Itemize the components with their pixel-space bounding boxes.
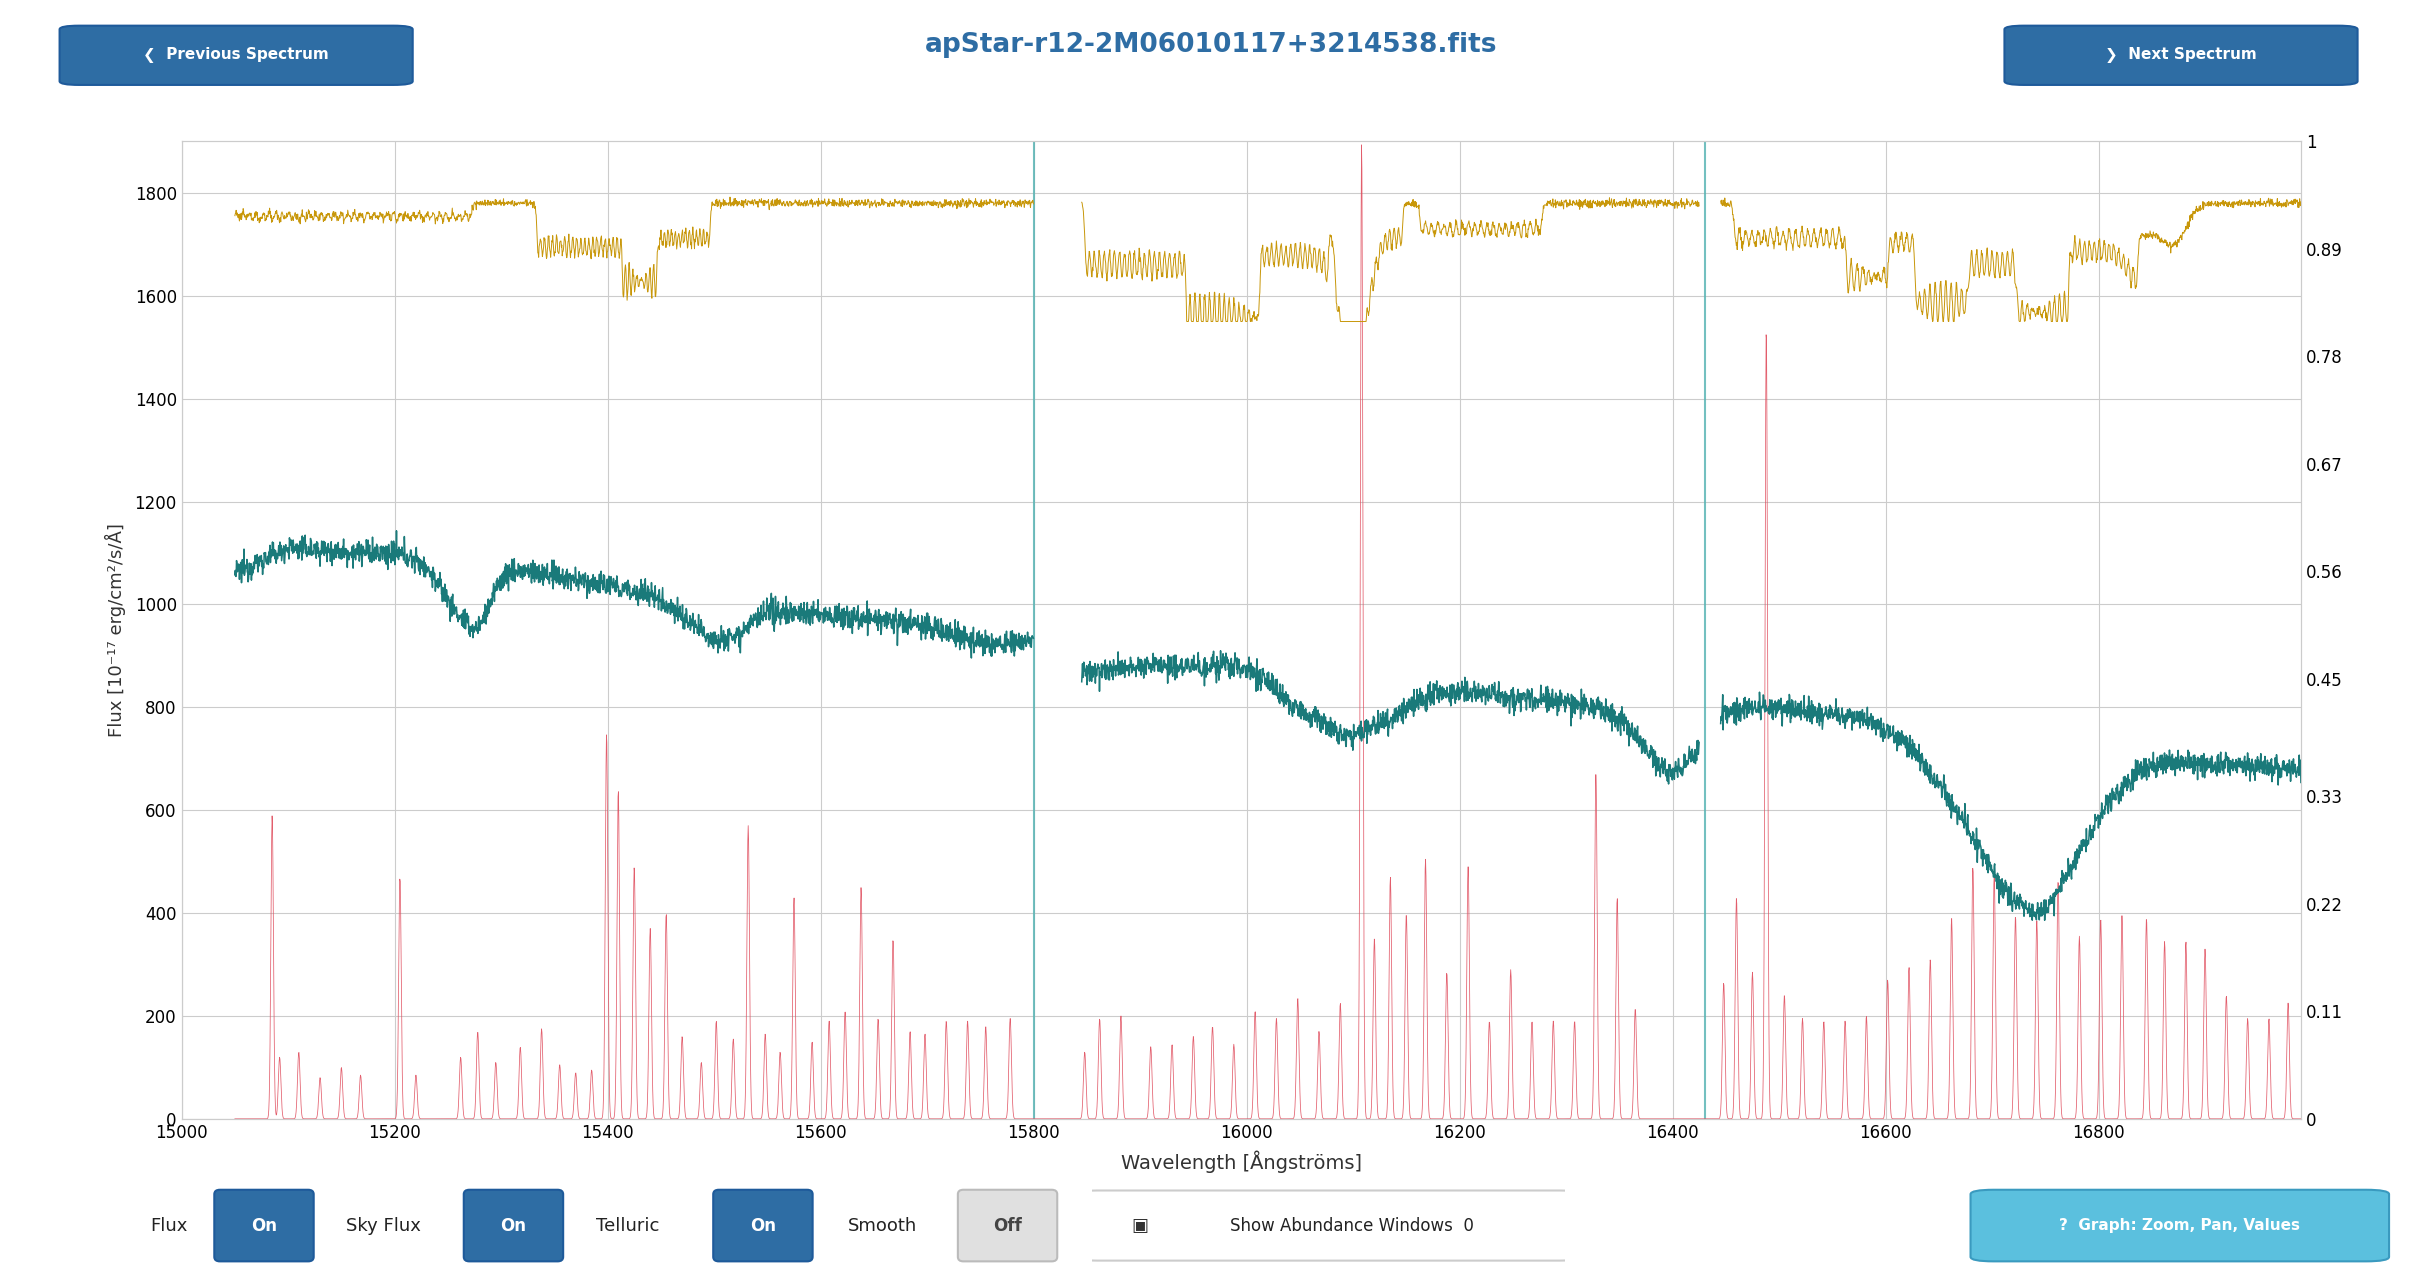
Text: Sky Flux: Sky Flux [346,1217,421,1235]
Text: Off: Off [993,1217,1022,1235]
FancyBboxPatch shape [213,1190,315,1262]
Text: apStar-r12-2M06010117+3214538.fits: apStar-r12-2M06010117+3214538.fits [925,32,1497,58]
Text: Flux: Flux [150,1217,186,1235]
Text: Show Abundance Windows  0: Show Abundance Windows 0 [1230,1217,1475,1235]
Text: ❮  Previous Spectrum: ❮ Previous Spectrum [143,48,329,63]
X-axis label: Wavelength [Ångströms]: Wavelength [Ångströms] [1121,1150,1361,1173]
Text: ?  Graph: Zoom, Pan, Values: ? Graph: Zoom, Pan, Values [2059,1218,2301,1233]
Text: On: On [751,1217,775,1235]
FancyBboxPatch shape [1083,1191,1574,1260]
Text: On: On [252,1217,276,1235]
FancyBboxPatch shape [2005,26,2357,85]
FancyBboxPatch shape [712,1190,814,1262]
Y-axis label: Flux [10⁻¹⁷ erg/cm²/s/Å]: Flux [10⁻¹⁷ erg/cm²/s/Å] [104,523,126,737]
Text: ▣: ▣ [1131,1217,1148,1235]
FancyBboxPatch shape [1972,1190,2388,1262]
Text: ❯  Next Spectrum: ❯ Next Spectrum [2105,48,2257,63]
Text: On: On [501,1217,526,1235]
FancyBboxPatch shape [957,1190,1058,1262]
FancyBboxPatch shape [463,1190,564,1262]
FancyBboxPatch shape [61,26,412,85]
Text: Telluric: Telluric [596,1217,659,1235]
Text: Smooth: Smooth [848,1217,918,1235]
